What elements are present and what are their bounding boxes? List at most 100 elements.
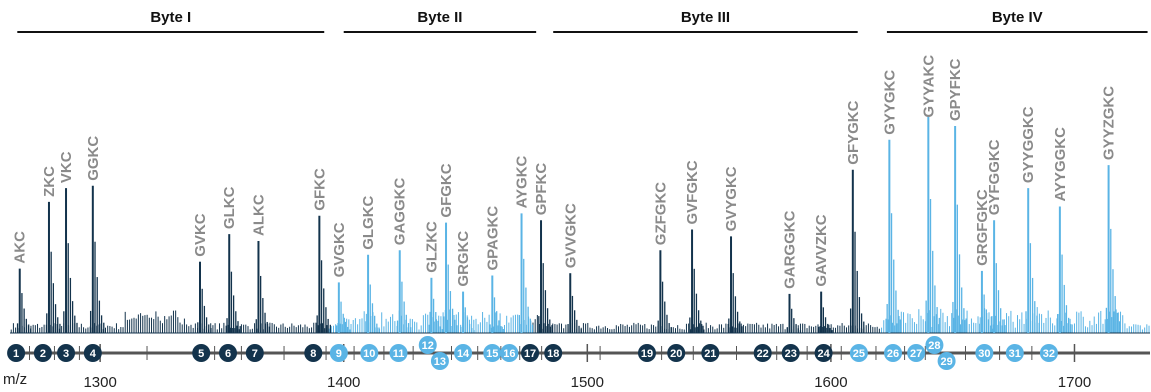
peak-label: GPAGKC — [484, 206, 501, 271]
tick-label: 1300 — [83, 374, 116, 391]
fragment-marker-number: 16 — [503, 348, 515, 360]
spectrum-trace — [10, 198, 1150, 334]
peak-label: GLGKC — [360, 195, 377, 249]
fragment-marker-circle — [33, 344, 52, 362]
peak-label: GFYGKC — [845, 100, 862, 164]
fragment-marker-circle — [219, 344, 238, 362]
peak-label: GVGKC — [331, 222, 348, 277]
fragment-marker-number: 9 — [336, 348, 342, 360]
fragment-marker-number: 23 — [785, 348, 797, 360]
x-axis-title: m/z — [3, 371, 27, 388]
byte-label: Byte IV — [992, 9, 1043, 26]
fragment-marker-circle — [192, 344, 211, 362]
fragment-marker-number: 18 — [547, 348, 559, 360]
fragment-marker-circle — [57, 344, 76, 362]
fragment-marker-circle — [389, 344, 408, 362]
fragment-marker-number: 30 — [978, 348, 990, 360]
fragment-marker-circle — [483, 344, 502, 362]
peak-label: GFGKC — [438, 163, 455, 217]
fragment-marker-circle — [304, 344, 323, 362]
fragment-marker-number: 32 — [1043, 348, 1055, 360]
fragment-marker-circle — [1005, 344, 1024, 362]
peak-label: GYYGKC — [881, 70, 898, 135]
fragment-marker-circle — [544, 344, 563, 362]
peak-label: GYFGGKC — [986, 139, 1003, 215]
peak-label: GVYGKC — [723, 166, 740, 231]
fragment-marker-number: 15 — [486, 348, 498, 360]
fragment-marker-number: 10 — [363, 348, 375, 360]
fragment-marker-circle — [937, 352, 956, 370]
peak-label: GLZKC — [423, 221, 440, 273]
fragment-marker-circle — [430, 352, 449, 370]
fragment-marker-circle — [849, 344, 868, 362]
fragment-marker-circle — [975, 344, 994, 362]
fragment-marker-number: 2 — [40, 348, 46, 360]
fragment-marker-number: 8 — [310, 348, 316, 360]
peak-label: GYYZGKC — [1101, 86, 1118, 160]
peak-label: GZFGKC — [652, 182, 669, 245]
peak-label: AYYGGKC — [1052, 127, 1069, 202]
peak-label: ZKC — [41, 166, 58, 197]
fragment-marker-circle — [781, 344, 800, 362]
fragment-marker-number: 5 — [198, 348, 204, 360]
fragment-marker-circle — [884, 344, 903, 362]
peak-label: GYYAKC — [920, 55, 937, 118]
fragment-marker-number: 12 — [422, 340, 434, 352]
fragment-marker-circle — [667, 344, 686, 362]
fragment-marker-number: 22 — [757, 348, 769, 360]
fragment-marker-number: 20 — [670, 348, 682, 360]
fragment-marker-circle — [7, 344, 26, 362]
fragment-marker-number: 19 — [641, 348, 653, 360]
fragment-marker-number: 27 — [910, 348, 922, 360]
peak-label: GARGGKC — [781, 210, 798, 289]
byte-label: Byte II — [417, 9, 462, 26]
fragment-marker-circle — [753, 344, 772, 362]
peak-label: GAGGKC — [392, 178, 409, 246]
peak-label: GLKC — [221, 186, 238, 229]
fragment-marker-number: 4 — [90, 348, 97, 360]
fragment-marker-number: 17 — [524, 348, 536, 360]
fragment-marker-number: 29 — [940, 356, 952, 368]
fragment-marker-number: 6 — [225, 348, 231, 360]
byte-brackets: Byte I Byte II Byte III Byte IV — [17, 9, 1148, 33]
fragment-marker-circle — [521, 344, 540, 362]
fragment-marker-circle — [637, 344, 656, 362]
peak-label: GRGKC — [455, 231, 472, 287]
fragment-marker-circle — [83, 344, 102, 362]
peak-label: GRGFGKC — [974, 189, 991, 266]
peak-label: ALKC — [250, 194, 267, 236]
peak-label: GVFGKC — [684, 160, 701, 224]
peak-label: GYYGGKC — [1020, 106, 1037, 183]
peak-label: GAVVZKC — [813, 214, 830, 286]
fragment-marker-circle — [329, 344, 348, 362]
fragment-marker-circle — [907, 344, 926, 362]
fragment-marker-number: 28 — [928, 340, 940, 352]
byte-label: Byte III — [681, 9, 730, 26]
tick-label: 1500 — [571, 374, 604, 391]
tick-label: 1600 — [814, 374, 847, 391]
fragment-marker-number: 11 — [393, 348, 405, 360]
peak-label: VKC — [58, 151, 75, 183]
fragment-marker-number: 3 — [63, 348, 69, 360]
fragment-marker-number: 26 — [887, 348, 899, 360]
peak-label: GVKC — [192, 213, 209, 257]
byte-label: Byte I — [150, 9, 191, 26]
fragment-marker-number: 31 — [1009, 348, 1021, 360]
peak-label: GVVGKC — [562, 203, 579, 268]
fragment-marker-number: 7 — [252, 348, 258, 360]
tick-label: 1700 — [1058, 374, 1091, 391]
peak-label: AYGKC — [514, 155, 531, 208]
fragment-marker-number: 13 — [434, 356, 446, 368]
peak-label: GGKC — [85, 136, 102, 181]
fragment-marker-circle — [814, 344, 833, 362]
tick-label: 1400 — [327, 374, 360, 391]
fragment-marker-circle — [925, 336, 944, 354]
fragment-marker-circle — [360, 344, 379, 362]
fragment-marker-number: 25 — [853, 348, 865, 360]
fragment-marker-number: 1 — [13, 348, 19, 360]
fragment-marker-number: 14 — [457, 348, 470, 360]
fragment-marker-circle — [1039, 344, 1058, 362]
fragment-marker-number: 21 — [704, 348, 716, 360]
